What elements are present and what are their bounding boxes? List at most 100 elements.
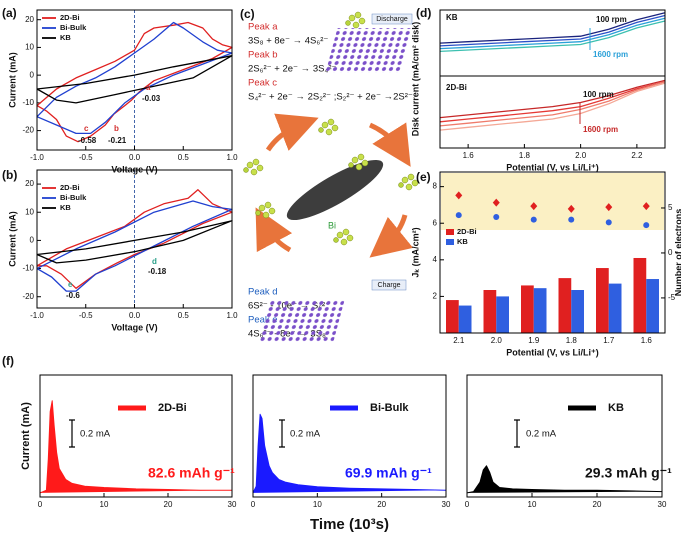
x-axis-label: Potential (V, vs Li/Li⁺) (506, 162, 598, 172)
annotation: 29.3 mAh g⁻¹ (585, 465, 672, 481)
annotation: KB (446, 13, 458, 22)
annotation: 69.9 mAh g⁻¹ (345, 465, 432, 481)
y2-tick-label: -5 (668, 293, 676, 302)
x-tick-label: 10 (100, 500, 109, 509)
annotation: 0.2 mA (526, 429, 557, 440)
panel-c: (c) Peak a 3S₈ + 8e⁻ → 4S₆²⁻ Peak b 2S₆²… (240, 7, 419, 342)
point (643, 222, 650, 229)
legend-label: KB (60, 203, 71, 212)
x-tick-label: 0.5 (178, 153, 190, 162)
annotation: c (84, 124, 89, 133)
x-tick-label: 2.0 (491, 336, 503, 345)
x-tick-label: 2.0 (575, 151, 587, 160)
annotation: 2D-Bi (446, 83, 467, 92)
x-tick-label: 1.8 (519, 151, 531, 160)
x-tick-label: 1.6 (463, 151, 475, 160)
x-tick-label: -1.0 (30, 153, 44, 162)
reaction: 3S₈ + 8e⁻ → 4S₆²⁻ (248, 36, 328, 47)
y-tick-label: -20 (22, 292, 34, 301)
plot-frame (466, 374, 663, 498)
y2-tick-label: 0 (668, 248, 673, 257)
legend-label: 2D-Bi (60, 13, 80, 22)
y2-tick-label: 5 (668, 203, 673, 212)
y-tick-label: -10 (22, 264, 34, 273)
x-tick-label: 1.0 (226, 311, 238, 320)
line (36, 21, 233, 135)
bar (646, 279, 659, 333)
point (455, 191, 463, 200)
line (36, 200, 233, 292)
y2-axis-label: Number of electrons (673, 209, 681, 297)
plot-frame (36, 169, 233, 309)
annotation: 100 rpm (583, 90, 614, 99)
peak-name: Peak b (248, 50, 278, 61)
panel-label: (c) (240, 7, 255, 21)
x-tick-label: 2.1 (453, 336, 465, 345)
y-tick-label: 10 (25, 43, 34, 52)
x-tick-label: 10 (528, 500, 537, 509)
x-tick-label: 30 (442, 500, 451, 509)
annotation: 82.6 mAh g⁻¹ (148, 465, 235, 481)
x-tick-label: 0.0 (129, 311, 141, 320)
point (530, 216, 537, 223)
point (567, 204, 575, 213)
x-tick-label: -0.5 (79, 153, 93, 162)
bi-nanosheet (286, 159, 384, 221)
x-tick-label: 0 (38, 500, 43, 509)
y-tick-label: 6 (433, 218, 438, 227)
x-axis-label: Voltage (V) (111, 164, 157, 174)
point (642, 202, 650, 211)
annotation: 100 rpm (596, 15, 627, 24)
y-axis-label: Current (mA) (7, 211, 17, 267)
legend-label: Bi-Bulk (370, 402, 409, 414)
bar (533, 288, 547, 333)
y-tick-label: 10 (25, 207, 34, 216)
annotation: -0.21 (108, 136, 127, 145)
x-tick-label: 0 (251, 500, 256, 509)
legend-label: 2D-Bi (158, 402, 187, 414)
charge-box (371, 279, 407, 291)
legend-label: KB (457, 237, 468, 246)
y-tick-label: 0 (30, 236, 35, 245)
annotation: -0.6 (66, 291, 80, 300)
plot-frame (252, 374, 447, 498)
annotation: 0.2 mA (80, 429, 111, 440)
area (39, 400, 232, 494)
x-tick-label: 1.0 (226, 153, 238, 162)
annotation: 1600 rpm (583, 125, 618, 134)
panel-label: (e) (416, 170, 431, 184)
discharge-box (371, 13, 413, 25)
highlight-band (441, 173, 664, 230)
peak-name: Peak c (248, 78, 277, 89)
annotation: -0.18 (148, 267, 167, 276)
lattice (325, 28, 413, 73)
legend-label: Bi-Bulk (60, 193, 87, 202)
legend-label: 2D-Bi (60, 183, 80, 192)
x-axis-label: Time (10³s) (310, 516, 389, 533)
x-axis-label: Voltage (V) (111, 322, 157, 332)
molecule (345, 11, 366, 29)
x-tick-label: 1.9 (528, 336, 540, 345)
legend-label: Bi-Bulk (60, 23, 87, 32)
scale-bar (514, 419, 520, 448)
line (439, 14, 666, 47)
discharge-label: Discharge (376, 16, 408, 23)
reaction: S₄²⁻ + 2e⁻ → 2S₂²⁻ ;S₂²⁻ + 2e⁻ →2S²⁻ (248, 92, 413, 103)
panel-label: (d) (416, 6, 431, 20)
panel-label: (f) (2, 354, 14, 368)
x-tick-label: 30 (228, 500, 237, 509)
bar (571, 290, 584, 333)
annotation: -0.58 (78, 136, 97, 145)
bar (458, 305, 472, 333)
annotation: -0.03 (142, 94, 161, 103)
x-tick-label: 1.8 (566, 336, 578, 345)
scale-bar (69, 419, 75, 448)
point (605, 219, 612, 226)
x-tick-label: 0 (465, 500, 470, 509)
y-tick-label: 4 (433, 255, 438, 264)
y-tick-label: -20 (22, 126, 34, 135)
point (568, 216, 575, 223)
bar (446, 300, 459, 333)
point (605, 203, 613, 212)
